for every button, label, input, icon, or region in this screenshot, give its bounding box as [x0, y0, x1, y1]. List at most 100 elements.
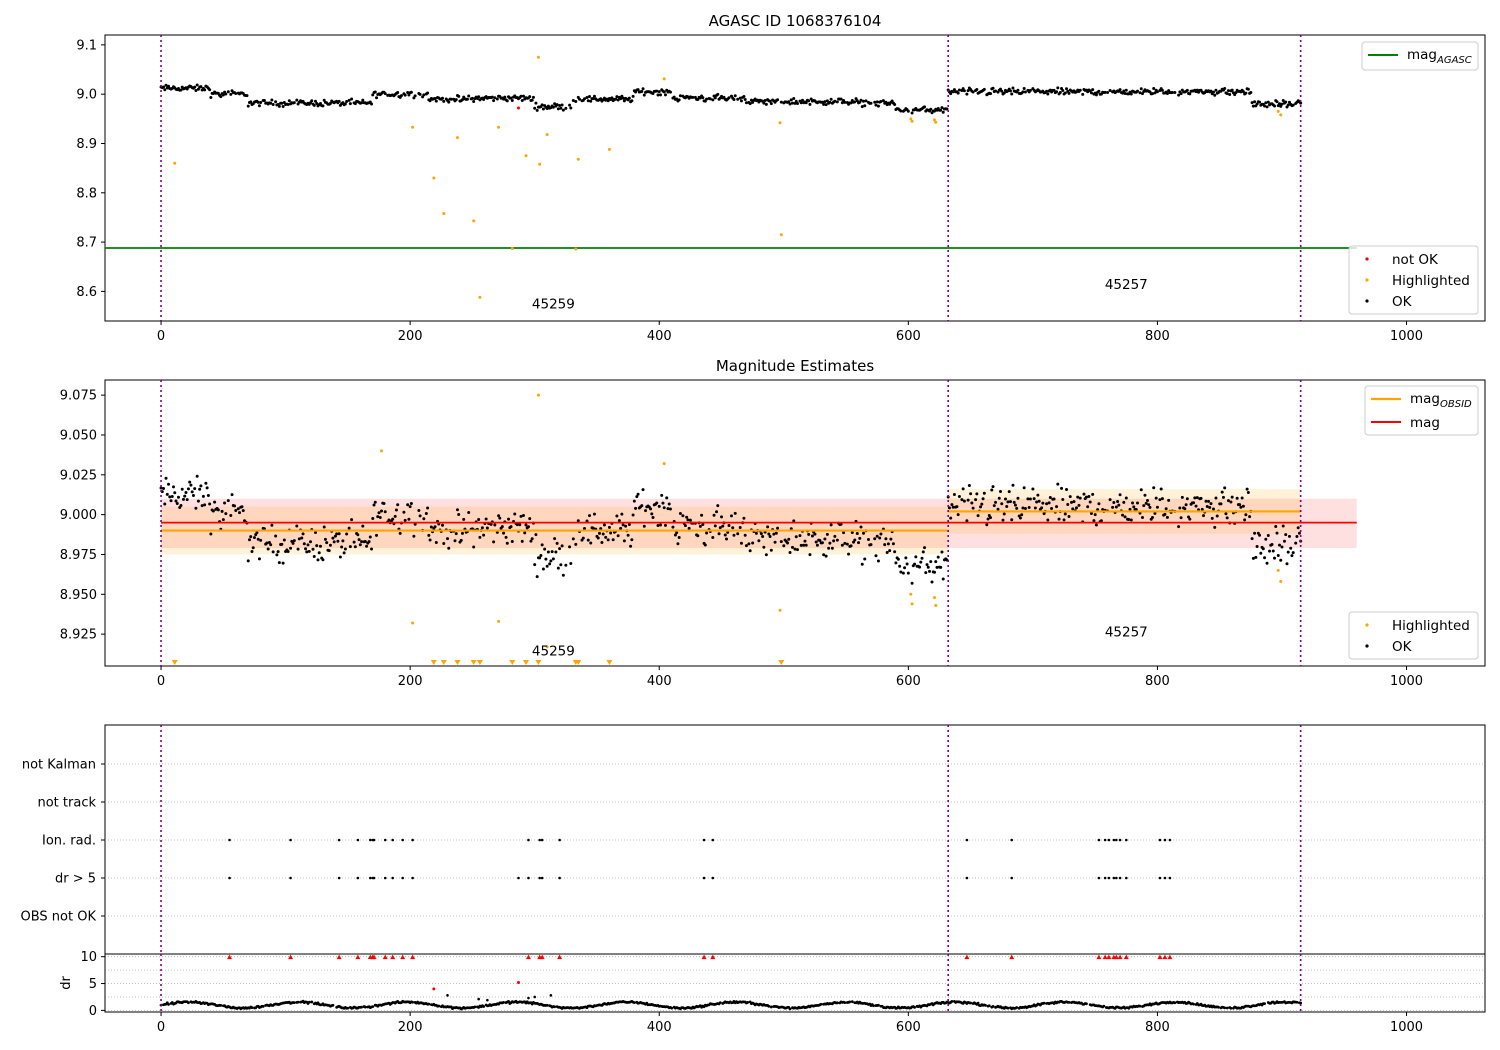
dr-point: [363, 1005, 367, 1009]
ok-point: [1078, 496, 1082, 500]
ok-point: [929, 107, 933, 111]
ok-point: [1148, 505, 1152, 509]
ok-point: [363, 539, 367, 543]
flag-point: [372, 838, 376, 842]
flag-row-label: not Kalman: [22, 758, 96, 773]
ok-point: [919, 560, 923, 564]
legend-point-label: Highlighted: [1392, 273, 1470, 289]
ok-point: [965, 519, 969, 523]
panel-4-axes: [104, 953, 1486, 1013]
ok-point: [493, 523, 497, 527]
ok-point: [1173, 91, 1177, 95]
ok-point: [224, 92, 228, 96]
ok-point: [666, 507, 670, 511]
ok-point: [611, 538, 615, 542]
ok-point: [862, 531, 866, 535]
ok-point: [304, 547, 308, 551]
obsid-label: 45259: [532, 644, 575, 660]
ok-point: [860, 105, 864, 109]
ok-point: [619, 97, 623, 101]
ok-point: [1037, 499, 1041, 503]
ok-point: [713, 96, 717, 100]
ok-point: [1000, 502, 1004, 506]
panel-2-xtick-label: 600: [896, 674, 921, 689]
ok-point: [795, 548, 799, 552]
ok-point: [592, 94, 596, 98]
ok-point: [1244, 91, 1248, 95]
ok-point: [1057, 517, 1061, 521]
ok-point: [1281, 524, 1285, 528]
ok-point: [1139, 488, 1143, 492]
ok-point: [1249, 91, 1253, 95]
panel-2-xtick-label: 400: [647, 674, 672, 689]
ok-point: [352, 540, 356, 544]
ok-point: [768, 99, 772, 103]
ok-point: [571, 99, 575, 103]
flag-point: [1118, 838, 1122, 842]
ok-point: [976, 514, 980, 518]
ok-point: [1265, 561, 1269, 565]
ok-point: [167, 482, 171, 486]
ok-point: [1139, 87, 1143, 91]
ok-point: [1184, 503, 1188, 507]
ok-point: [894, 561, 898, 565]
ok-point: [1291, 551, 1295, 555]
highlighted-point: [910, 119, 914, 123]
dr-over-limit-marker: [1113, 954, 1119, 960]
ok-point: [764, 102, 768, 106]
ok-point: [259, 538, 263, 542]
ok-point: [1286, 103, 1290, 107]
ok-point: [394, 508, 398, 512]
dr-over-limit-marker: [1167, 954, 1173, 960]
ok-point: [791, 101, 795, 105]
dr-over-limit-marker: [1102, 954, 1108, 960]
ok-point: [825, 532, 829, 536]
flag-point: [538, 876, 541, 880]
ok-point: [1241, 90, 1245, 94]
ok-point: [1094, 523, 1098, 527]
ok-point: [179, 504, 183, 508]
ok-point: [402, 510, 406, 514]
ok-point: [1020, 513, 1024, 517]
highlighted-point: [524, 154, 528, 158]
ok-point: [930, 580, 934, 584]
ok-point: [315, 101, 319, 105]
ok-point: [309, 540, 313, 544]
ok-point: [619, 526, 623, 530]
ok-point: [1200, 507, 1204, 511]
ok-point: [447, 546, 451, 550]
highlighted-point: [538, 162, 542, 166]
ok-point: [602, 523, 606, 527]
ok-point: [520, 539, 524, 543]
ok-point: [794, 535, 798, 539]
ok-point: [1185, 88, 1189, 92]
highlighted-point: [779, 233, 783, 237]
ok-point: [636, 492, 640, 496]
ok-point: [343, 102, 347, 106]
ok-point: [835, 100, 839, 104]
dr-over-limit-marker: [1123, 954, 1129, 960]
not-ok-point: [517, 106, 521, 110]
flag-point: [540, 876, 544, 880]
ok-point: [873, 100, 877, 104]
ok-point: [223, 501, 227, 505]
ok-point: [788, 550, 792, 554]
ok-point: [764, 553, 768, 557]
ok-point: [657, 504, 661, 508]
ok-point: [576, 519, 580, 523]
ok-point: [893, 102, 897, 106]
ok-point: [874, 554, 878, 558]
ok-point: [373, 90, 377, 94]
ok-point: [833, 534, 837, 538]
panel-4-ytick-label: 10: [80, 950, 97, 965]
ok-point: [418, 514, 422, 518]
ok-point: [533, 106, 537, 110]
ok-point: [829, 97, 833, 101]
ok-point: [1118, 88, 1122, 92]
ok-point: [578, 97, 582, 101]
ok-point: [799, 101, 803, 105]
ok-point: [842, 531, 846, 535]
ok-point: [467, 510, 471, 514]
ok-point: [733, 94, 737, 98]
